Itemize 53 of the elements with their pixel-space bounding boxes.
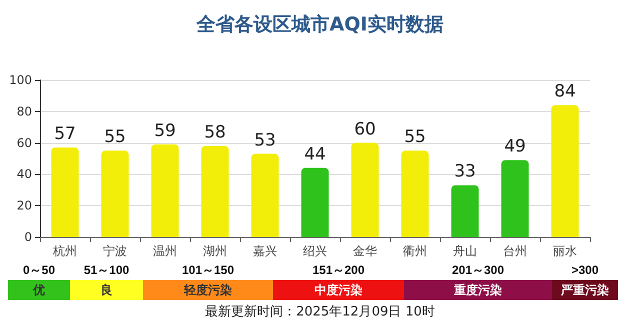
text: 中度污染: [314, 283, 362, 297]
text: 201～300: [452, 263, 504, 277]
text: 严重污染: [560, 283, 609, 297]
text: 良: [100, 283, 112, 297]
text: >300: [571, 263, 599, 277]
bar: [201, 146, 229, 237]
text: 101～150: [182, 263, 234, 277]
chart-title: 全省各设区城市AQI实时数据: [196, 14, 444, 36]
bar: [551, 105, 579, 237]
data-label: 44: [304, 144, 326, 164]
text: 重度污染: [453, 283, 502, 297]
bar: [151, 144, 179, 237]
y-tick-label: 60: [16, 136, 32, 150]
x-tick-label: 湖州: [203, 244, 227, 258]
text: 151～200: [312, 263, 365, 277]
x-tick-label: 绍兴: [303, 244, 327, 258]
x-tick-label: 杭州: [52, 244, 77, 258]
bar: [251, 154, 279, 237]
y-tick-label: 0: [24, 230, 32, 244]
x-tick-label: 丽水: [553, 244, 577, 258]
bar: [51, 148, 79, 237]
x-tick-label: 台州: [503, 244, 527, 258]
y-tick-label: 100: [9, 73, 32, 87]
bar: [101, 150, 129, 237]
text: 优: [32, 283, 45, 297]
text: 最新更新时间：2025年12月09日 10时: [205, 304, 435, 320]
bar: [451, 185, 479, 237]
x-tick-label: 嘉兴: [253, 244, 277, 258]
data-label: 84: [554, 82, 576, 102]
data-label: 49: [504, 136, 526, 157]
data-label: 58: [204, 122, 226, 142]
y-tick-label: 80: [16, 104, 32, 118]
y-tick-label: 40: [16, 167, 32, 182]
data-label: 33: [454, 162, 476, 182]
data-label: 53: [254, 130, 276, 150]
x-tick-label: 金华: [353, 244, 377, 258]
x-tick-label: 温州: [153, 244, 177, 258]
data-label: 57: [54, 124, 76, 144]
x-tick-label: 宁波: [103, 244, 127, 258]
text: 51～100: [84, 263, 130, 277]
data-label: 60: [354, 119, 376, 140]
bar: [501, 160, 529, 237]
bar: [301, 168, 329, 237]
text: 0～50: [22, 263, 56, 277]
data-label: 55: [404, 127, 426, 148]
data-label: 55: [104, 127, 126, 148]
x-tick-label: 衢州: [403, 244, 427, 258]
text: 轻度污染: [183, 283, 232, 297]
y-tick-label: 20: [16, 198, 32, 213]
x-tick-label: 舟山: [453, 244, 477, 258]
bar: [401, 150, 429, 237]
data-label: 59: [154, 120, 176, 141]
bar: [351, 142, 379, 237]
